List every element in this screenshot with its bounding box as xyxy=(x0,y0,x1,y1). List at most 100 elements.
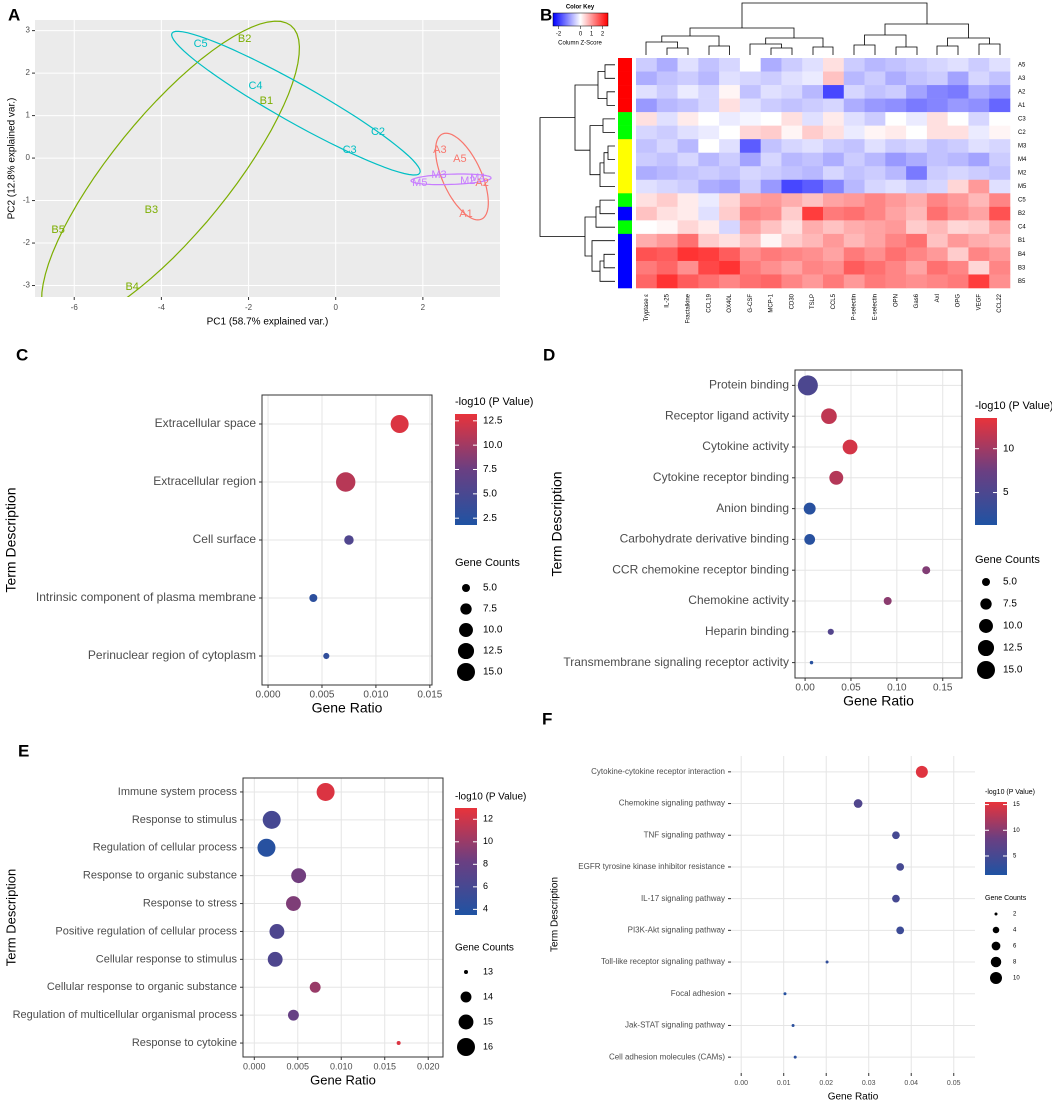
size-key-label: 6 xyxy=(1013,944,1017,950)
size-key xyxy=(460,991,472,1003)
heatmap-cell xyxy=(926,125,948,140)
column-label: IL-25 xyxy=(665,293,671,307)
size-key-label: 12.5 xyxy=(483,646,503,657)
heatmap-cell xyxy=(947,98,969,113)
heatmap-cell xyxy=(760,166,782,181)
row-side-color xyxy=(618,71,632,86)
row-side-color xyxy=(618,85,632,99)
heatmap-cell xyxy=(802,179,824,194)
column-label: Axl xyxy=(935,294,941,302)
heatmap-cell xyxy=(739,85,761,99)
size-key-label: 16 xyxy=(483,1041,493,1051)
row-label: A3 xyxy=(1018,76,1026,82)
heatmap-cell xyxy=(739,98,761,113)
heatmap-cell xyxy=(968,193,990,208)
heatmap-cell xyxy=(677,71,699,86)
heatmap-cell xyxy=(719,220,741,235)
heatmap-cell xyxy=(760,193,782,208)
heatmap-cell xyxy=(636,247,658,262)
heatmap-cell xyxy=(926,233,948,248)
heatmap-cell xyxy=(760,152,782,167)
row-side-color xyxy=(618,152,632,167)
heatmap-cell xyxy=(719,206,741,221)
row-label: M2 xyxy=(1018,171,1027,177)
colorbar-label: 10 xyxy=(1013,828,1020,834)
heatmap-cell xyxy=(781,85,803,99)
x-tick-label: 0.015 xyxy=(417,690,442,701)
heatmap-cell xyxy=(947,179,969,194)
heatmap-cell xyxy=(968,179,990,194)
heatmap-cell xyxy=(823,58,845,72)
heatmap-cell xyxy=(739,71,761,86)
point-label: C3 xyxy=(343,144,357,156)
heatmap-cell xyxy=(968,71,990,86)
x-tick-label: 0.15 xyxy=(933,683,953,694)
heatmap-cell xyxy=(864,125,886,140)
heatmap-cell xyxy=(843,85,865,99)
size-key-label: 12.5 xyxy=(1003,643,1023,654)
x-tick-label: 0 xyxy=(333,303,338,312)
heatmap-cell xyxy=(885,71,907,86)
heatmap-cell xyxy=(947,139,969,154)
size-key-label: 5.0 xyxy=(1003,577,1017,588)
heatmap-cell xyxy=(989,179,1011,194)
heatmap-cell xyxy=(698,112,720,126)
key-tick-label: 1 xyxy=(590,32,594,38)
heatmap-cell xyxy=(864,260,886,275)
heatmap-cell xyxy=(636,98,658,113)
colorbar-label: 5 xyxy=(1003,487,1009,498)
heatmap-cell xyxy=(719,98,741,113)
dot xyxy=(896,926,905,935)
heatmap-cell xyxy=(802,193,824,208)
heatmap-cell xyxy=(906,166,928,181)
heatmap-cell xyxy=(802,206,824,221)
heatmap-cell xyxy=(636,125,658,140)
heatmap-cell xyxy=(947,71,969,86)
row-side-color xyxy=(618,274,632,289)
category-label: CCR chemokine receptor binding xyxy=(612,562,789,576)
colorbar-label: 7.5 xyxy=(483,464,497,475)
category-label: Response to stress xyxy=(143,897,238,909)
heatmap-cell xyxy=(906,193,928,208)
heatmap-cell xyxy=(698,71,720,86)
panel-label: F xyxy=(542,709,552,728)
heatmap-cell xyxy=(719,260,741,275)
column-label: OPN xyxy=(893,294,899,307)
size-key-label: 7.5 xyxy=(1003,599,1017,610)
heatmap-cell xyxy=(926,247,948,262)
heatmap-cell xyxy=(843,166,865,181)
heatmap-cell xyxy=(739,193,761,208)
panel-label: B xyxy=(540,5,552,24)
point-label: B4 xyxy=(125,281,138,293)
heatmap-cell xyxy=(864,179,886,194)
heatmap-cell xyxy=(989,71,1011,86)
x-tick-label: -6 xyxy=(71,303,79,312)
heatmap-cell xyxy=(906,58,928,72)
heatmap-cell xyxy=(656,179,678,194)
heatmap-cell xyxy=(947,220,969,235)
heatmap-cell xyxy=(843,112,865,126)
heatmap-cell xyxy=(843,260,865,275)
column-label: VEGF xyxy=(976,294,982,311)
colorbar-label: 12 xyxy=(483,814,493,824)
y-tick-label: -3 xyxy=(23,281,31,290)
heatmap-cell xyxy=(989,193,1011,208)
row-side-color xyxy=(618,260,632,275)
heatmap-cell xyxy=(968,247,990,262)
heatmap-cell xyxy=(677,98,699,113)
dot xyxy=(791,1023,795,1027)
heatmap-cell xyxy=(656,139,678,154)
heatmap-cell xyxy=(698,85,720,99)
point-label: A5 xyxy=(453,153,466,165)
heatmap-cell xyxy=(864,71,886,86)
heatmap-cell xyxy=(926,71,948,86)
ellipse xyxy=(41,20,301,297)
heatmap-cell xyxy=(656,166,678,181)
heatmap-cell xyxy=(823,260,845,275)
point-label: B5 xyxy=(51,224,64,236)
heatmap-cell xyxy=(739,139,761,154)
heatmap-cell xyxy=(989,85,1011,99)
heatmap-cell xyxy=(781,179,803,194)
heatmap-cell xyxy=(719,193,741,208)
heatmap-cell xyxy=(823,274,845,289)
